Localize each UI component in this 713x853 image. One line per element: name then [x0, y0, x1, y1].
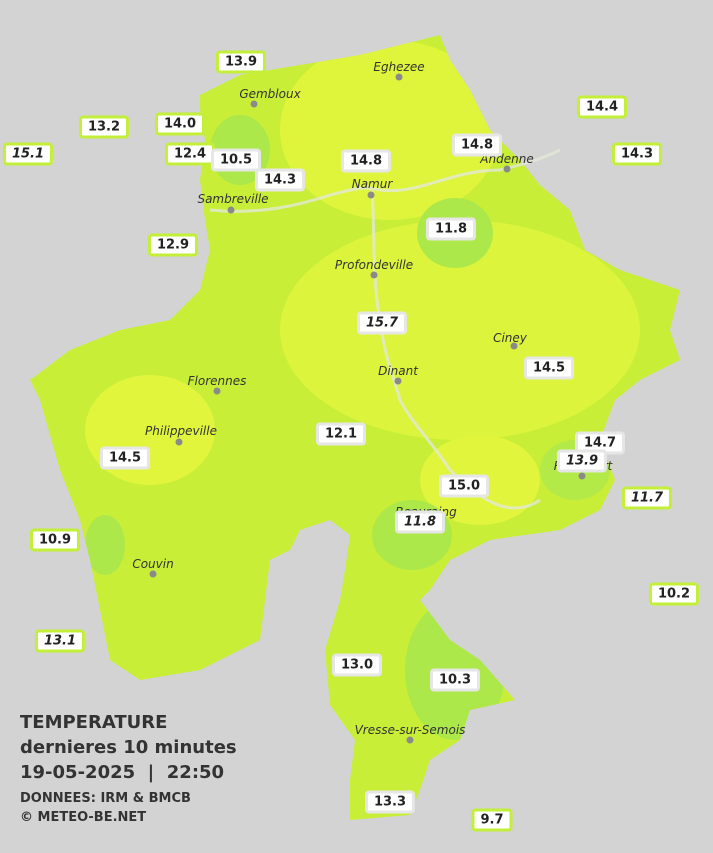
station-value: 15.1	[2, 142, 54, 166]
town-marker	[175, 438, 183, 446]
station-value: 13.3	[364, 790, 416, 814]
town-marker	[213, 387, 221, 395]
station-value: 13.9	[556, 449, 608, 473]
station-value: 14.5	[523, 356, 575, 380]
station-value: 14.3	[254, 168, 306, 192]
town-marker	[370, 271, 378, 279]
station-value: 14.8	[451, 133, 503, 157]
station-value: 15.0	[438, 474, 490, 498]
town-marker	[149, 570, 157, 578]
legend-title: TEMPERATURE	[20, 712, 168, 733]
station-value: 12.9	[147, 233, 199, 257]
town-marker	[510, 342, 518, 350]
town-label: Ciney	[493, 331, 527, 345]
town-label: Couvin	[132, 557, 174, 571]
town-label: Dinant	[378, 364, 418, 378]
station-value: 14.8	[340, 149, 392, 173]
town-marker	[406, 736, 414, 744]
town-label: Eghezee	[373, 60, 425, 74]
station-value: 11.7	[621, 486, 673, 510]
station-value: 12.4	[164, 142, 216, 166]
station-value: 10.2	[648, 582, 700, 606]
town-label: Vresse-sur-Semois	[354, 723, 466, 737]
town-marker	[503, 165, 511, 173]
town-marker	[394, 377, 402, 385]
town-label: Philippeville	[145, 424, 217, 438]
station-value: 15.7	[356, 311, 408, 335]
station-value: 10.5	[210, 148, 262, 172]
station-value: 11.8	[425, 217, 477, 241]
town-marker	[578, 472, 586, 480]
station-value: 14.4	[576, 95, 628, 119]
station-value: 10.3	[429, 668, 481, 692]
station-value: 12.1	[315, 422, 367, 446]
town-label: Florennes	[187, 374, 247, 388]
town-marker	[250, 100, 258, 108]
town-label: Profondeville	[334, 258, 414, 272]
legend-datetime: 19-05-2025 | 22:50	[20, 762, 225, 783]
legend-source: DONNEES: IRM & BMCB	[20, 791, 191, 806]
town-label: Sambreville	[197, 192, 269, 206]
legend-subtitle: dernieres 10 minutes	[20, 737, 237, 758]
station-value: 14.3	[611, 142, 663, 166]
legend-credit: © METEO-BE.NET	[20, 810, 147, 825]
station-value: 9.7	[471, 808, 513, 832]
town-label: Gembloux	[239, 87, 301, 101]
town-label: Namur	[351, 177, 393, 191]
station-value: 14.5	[99, 446, 151, 470]
station-value: 13.9	[215, 50, 267, 74]
station-value: 10.9	[29, 528, 81, 552]
station-value: 13.2	[78, 115, 130, 139]
town-marker	[395, 73, 403, 81]
town-marker	[227, 206, 235, 214]
station-value: 11.8	[394, 510, 446, 534]
station-value: 14.0	[154, 112, 206, 136]
station-value: 13.1	[34, 629, 86, 653]
town-marker	[367, 191, 375, 199]
station-value: 13.0	[331, 653, 383, 677]
